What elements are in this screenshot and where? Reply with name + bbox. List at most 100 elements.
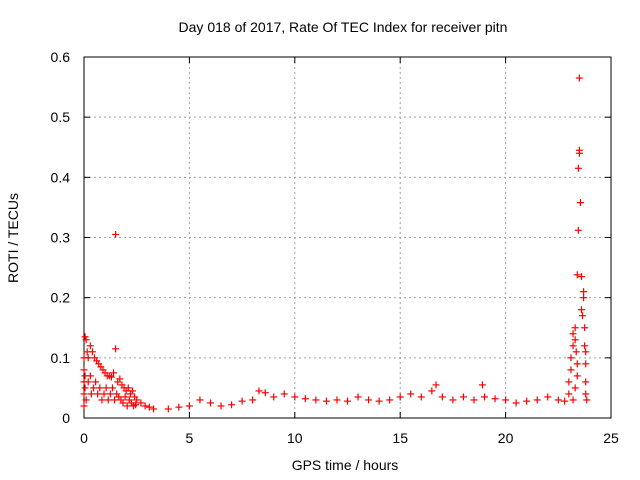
- data-point: [312, 396, 320, 404]
- data-point: [111, 396, 119, 404]
- data-point: [106, 390, 114, 398]
- data-point: [92, 378, 100, 386]
- data-point: [575, 146, 583, 154]
- x-tick-label: 0: [80, 430, 88, 446]
- data-point: [565, 378, 573, 386]
- data-point: [567, 354, 575, 362]
- data-point: [333, 396, 341, 404]
- data-point: [110, 369, 118, 377]
- data-point: [459, 393, 467, 401]
- data-point: [150, 405, 158, 413]
- data-point: [449, 396, 457, 404]
- data-point: [417, 393, 425, 401]
- data-point: [98, 396, 106, 404]
- data-point: [238, 397, 246, 405]
- data-point: [561, 397, 569, 405]
- data-point: [80, 402, 88, 410]
- data-point: [438, 393, 446, 401]
- data-point: [581, 324, 589, 332]
- data-point: [123, 402, 131, 410]
- data-point: [88, 348, 96, 356]
- data-point: [571, 324, 579, 332]
- data-point: [104, 396, 112, 404]
- data-point: [141, 402, 149, 410]
- data-point: [502, 396, 510, 404]
- data-point: [491, 395, 499, 403]
- y-tick-label: 0.1: [51, 350, 71, 366]
- data-point: [396, 393, 404, 401]
- data-point: [164, 405, 172, 413]
- data-point: [572, 348, 580, 356]
- data-point: [582, 360, 590, 368]
- data-point: [270, 393, 278, 401]
- data-point: [228, 401, 236, 409]
- x-tick-label: 10: [287, 430, 303, 446]
- x-tick-label: 15: [392, 430, 408, 446]
- data-point: [84, 378, 92, 386]
- data-point: [580, 294, 588, 302]
- data-point: [582, 348, 590, 356]
- x-axis-label: GPS time / hours: [292, 457, 399, 473]
- data-point: [80, 366, 88, 374]
- data-point: [573, 360, 581, 368]
- data-point: [386, 396, 394, 404]
- data-point: [554, 396, 562, 404]
- data-point: [132, 401, 140, 409]
- data-point: [322, 397, 330, 405]
- data-point: [577, 273, 585, 281]
- data-point: [567, 366, 575, 374]
- data-point: [407, 390, 415, 398]
- data-point: [574, 164, 582, 172]
- data-point: [573, 372, 581, 380]
- data-point: [569, 396, 577, 404]
- data-point: [261, 389, 269, 397]
- data-point: [569, 342, 577, 350]
- y-tick-label: 0.3: [51, 230, 71, 246]
- data-point: [255, 387, 263, 395]
- y-axis-label: ROTI / TECUs: [5, 193, 21, 283]
- data-point: [133, 396, 141, 404]
- data-point: [185, 402, 193, 410]
- data-point: [577, 306, 585, 314]
- data-point: [280, 390, 288, 398]
- data-point: [544, 393, 552, 401]
- data-point: [569, 330, 577, 338]
- data-points: [80, 74, 591, 413]
- data-point: [81, 333, 89, 341]
- axis-ticks: 0 0.1 0.2 0.3 0.4 0.5 0.6 0 5 10 15 20 25: [51, 49, 619, 446]
- y-tick-label: 0: [62, 410, 70, 426]
- data-point: [428, 387, 436, 395]
- data-point: [249, 396, 257, 404]
- data-point: [81, 384, 89, 392]
- data-point: [87, 390, 95, 398]
- data-point: [102, 384, 110, 392]
- data-point: [112, 230, 120, 238]
- data-point: [86, 342, 94, 350]
- data-point: [82, 336, 90, 344]
- plot-frame: [83, 56, 612, 419]
- y-tick-label: 0.2: [51, 290, 71, 306]
- data-point: [96, 384, 104, 392]
- data-point: [86, 372, 94, 380]
- data-point: [579, 312, 587, 320]
- data-point: [365, 396, 373, 404]
- y-tick-label: 0.6: [51, 49, 71, 65]
- data-point: [119, 399, 127, 407]
- data-point: [571, 384, 579, 392]
- data-point: [137, 399, 145, 407]
- x-tick-label: 5: [186, 430, 194, 446]
- y-tick-label: 0.4: [51, 169, 71, 185]
- y-tick-label: 0.5: [51, 109, 71, 125]
- data-point: [354, 393, 362, 401]
- data-point: [89, 384, 97, 392]
- x-tick-label: 20: [498, 430, 514, 446]
- data-point: [196, 396, 204, 404]
- data-point: [583, 396, 591, 404]
- data-point: [206, 399, 214, 407]
- data-point: [344, 397, 351, 405]
- chart-title: Day 018 of 2017, Rate Of TEC Index for r…: [179, 19, 508, 35]
- data-point: [581, 342, 589, 350]
- data-point: [175, 403, 183, 411]
